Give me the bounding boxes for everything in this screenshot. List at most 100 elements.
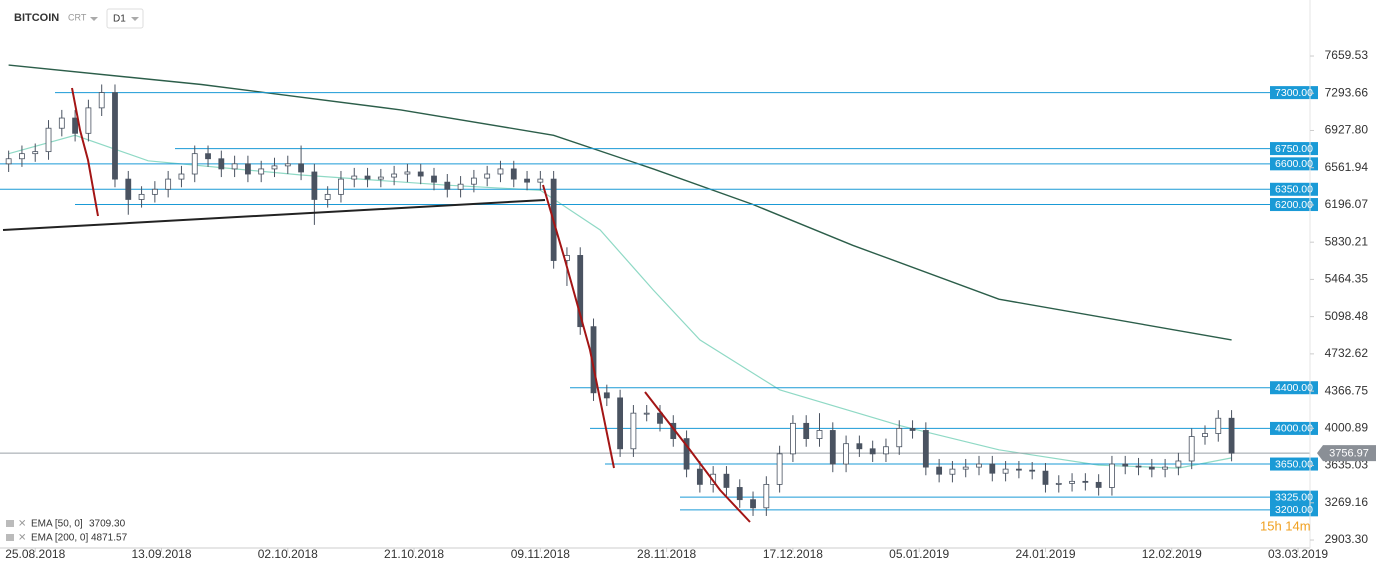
- ema-line: [8, 134, 1232, 469]
- level-label: 4000.00: [1275, 423, 1313, 435]
- level-box: [1270, 381, 1318, 395]
- y-tick-label: 4366.75: [1325, 383, 1369, 397]
- legend-icon: [6, 520, 14, 527]
- y-tick-label: 7659.53: [1325, 48, 1369, 62]
- candle-body: [338, 178, 344, 195]
- candle-body: [258, 168, 265, 175]
- levels: 7300.00 6750.00 6600.00 6350.00 6200.00 4400.…: [1270, 86, 1318, 517]
- y-tick-label: 7293.66: [1325, 85, 1369, 99]
- legend-name: EMA [50, 0]: [31, 519, 83, 530]
- level-box: [1270, 142, 1318, 156]
- level-box: [1270, 157, 1318, 171]
- y-tick-label: 6561.94: [1325, 160, 1369, 174]
- candle-body: [909, 428, 916, 431]
- candle-body: [1228, 417, 1235, 454]
- candle-body: [524, 178, 530, 183]
- level-label: 3200.00: [1275, 504, 1313, 516]
- level-label: 6750.00: [1275, 143, 1313, 155]
- candle-body: [19, 153, 25, 160]
- y-tick-label: 6927.80: [1325, 123, 1369, 137]
- candle-body: [696, 468, 703, 485]
- candle-body: [1015, 468, 1022, 471]
- candle-body: [843, 443, 849, 465]
- candle-body: [736, 487, 743, 501]
- candle-body: [245, 163, 251, 175]
- candle-body: [351, 175, 358, 180]
- countdown: 15h 14m: [1260, 518, 1311, 533]
- candle-body: [271, 165, 278, 170]
- y-tick-label: 6196.07: [1325, 197, 1369, 211]
- candle-body: [537, 178, 544, 183]
- trend-line: [644, 391, 751, 523]
- candle-body: [803, 422, 810, 440]
- x-tick-label: 21.10.2018: [384, 547, 444, 561]
- level-box: [1270, 503, 1318, 517]
- legend-icon-x: ✕: [18, 533, 26, 544]
- candle-body: [922, 430, 929, 468]
- candle-body: [377, 176, 384, 180]
- candle-body: [856, 443, 863, 450]
- interval-box[interactable]: [106, 8, 144, 29]
- x-tick-label: 03.03.2019: [1268, 547, 1328, 561]
- candle-body: [32, 151, 39, 155]
- x-tick-label: 02.10.2018: [258, 547, 318, 561]
- symbol: BITCOIN: [14, 12, 59, 24]
- candle-body: [191, 153, 198, 175]
- candle-body: [962, 466, 969, 470]
- candle-body: [1069, 480, 1075, 484]
- x-tick-label: 12.02.2019: [1142, 547, 1202, 561]
- y-tick-label: 5098.48: [1325, 309, 1369, 323]
- y-tick-label: 3269.16: [1325, 495, 1369, 509]
- x-tick-label: 24.01.2019: [1015, 547, 1075, 561]
- x-tick-label: 09.11.2018: [511, 547, 570, 561]
- x-tick-label: 05.01.2019: [889, 547, 949, 561]
- candle-body: [85, 107, 92, 134]
- candle-body: [417, 171, 424, 177]
- candle-body: [763, 483, 770, 509]
- candle-body: [457, 183, 464, 190]
- candle-body: [1175, 460, 1182, 468]
- candle-body: [284, 163, 291, 167]
- candle-body: [1095, 481, 1102, 488]
- candle-body: [431, 175, 437, 183]
- legend-value: 3709.30: [89, 519, 126, 530]
- y-tick-label: 4732.62: [1325, 346, 1369, 360]
- candle-body: [444, 181, 451, 190]
- candle-body: [776, 453, 783, 485]
- candle-body: [1082, 480, 1089, 483]
- candle-body: [989, 463, 996, 474]
- candle-body: [298, 163, 304, 173]
- candle-body: [205, 153, 211, 160]
- candle-body: [1042, 470, 1049, 485]
- candle-body: [577, 255, 584, 328]
- y-tick-label: 4000.89: [1325, 421, 1369, 435]
- candle-body: [497, 168, 504, 175]
- candle-body: [1122, 463, 1129, 467]
- interval[interactable]: D1: [113, 14, 126, 25]
- candle-body: [151, 188, 158, 195]
- candle-body: [510, 168, 517, 180]
- legend-name: EMA [200, 0]: [31, 533, 88, 544]
- legend: ✕ EMA [50, 0] 3709.30 ✕ EMA [200, 0] 4871.57: [6, 519, 128, 544]
- candle-body: [112, 92, 118, 180]
- level-box: [1270, 421, 1318, 435]
- dropdown-arrow: [131, 17, 139, 21]
- y-tick-label: 2903.30: [1325, 532, 1369, 546]
- candle-body: [643, 412, 650, 415]
- candle-body: [869, 448, 876, 455]
- candle-body: [1002, 468, 1009, 474]
- level-label: 6600.00: [1275, 158, 1313, 170]
- legend-value: 4871.57: [91, 533, 128, 544]
- candle-body: [1215, 417, 1222, 434]
- dropdown-arrow: [90, 17, 98, 21]
- candle-body: [896, 428, 903, 448]
- candle-body: [45, 127, 52, 153]
- candle-body: [391, 173, 398, 178]
- y-tick-label: 3635.03: [1325, 458, 1369, 472]
- mode[interactable]: CRT: [68, 12, 87, 22]
- candle-body: [218, 158, 225, 170]
- candle-body: [311, 171, 318, 200]
- trend-line: [542, 184, 615, 469]
- candle-body: [976, 463, 982, 468]
